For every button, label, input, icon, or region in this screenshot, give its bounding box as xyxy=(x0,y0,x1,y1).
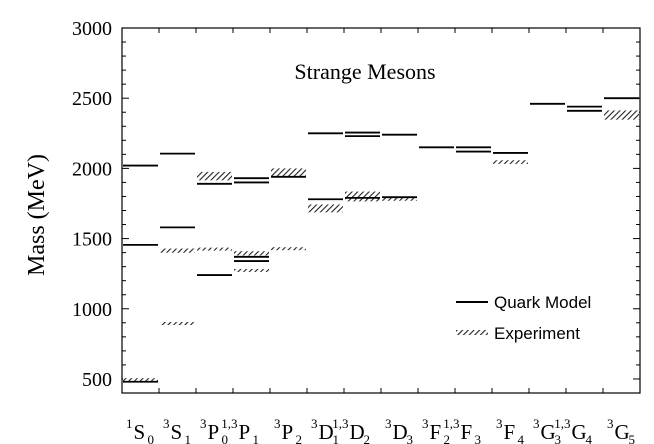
x-tick-label-multiplicity: 3 xyxy=(496,416,503,431)
x-tick-label-wave: F xyxy=(461,420,473,444)
y-tick-label: 2500 xyxy=(72,88,112,110)
chart-title: Strange Mesons xyxy=(294,59,435,84)
y-axis: 500 1000 1500 2000 2500 3000 xyxy=(72,18,640,391)
experiment-band-1S0 xyxy=(123,378,158,382)
x-tick-label-j: 3 xyxy=(475,432,482,444)
x-tick-label-wave: P xyxy=(208,420,220,444)
experiment-band-3P0 xyxy=(197,247,232,251)
x-tick-label-j: 4 xyxy=(586,432,593,444)
x-tick-label-j: 4 xyxy=(518,432,525,444)
x-tick-label-j: 2 xyxy=(296,432,303,444)
experiment-band-3P2 xyxy=(271,168,306,177)
x-tick-label-multiplicity: 3 xyxy=(607,416,614,431)
experiment-band-3S1 xyxy=(160,322,195,326)
x-tick-label-13P1: 1,3 P 1 xyxy=(221,416,259,444)
x-axis: 1 S 03 S 13 P 01,3 P 13 P 23 D11,3 D23 D33 F 21,3 F 33 F 43… xyxy=(121,28,635,444)
x-tick-label-multiplicity: 1,3 xyxy=(443,416,459,431)
x-tick-label-multiplicity: 3 xyxy=(533,416,540,431)
experiment-band-3P0 xyxy=(197,171,232,181)
x-tick-label-wave: D xyxy=(350,420,365,444)
x-tick-label-wave: F xyxy=(430,420,442,444)
x-tick-label-j: 3 xyxy=(407,432,414,444)
x-tick-label-wave: G xyxy=(615,420,630,444)
x-tick-label-13F3: 1,3 F 3 xyxy=(443,416,481,444)
legend-label-quark-model: Quark Model xyxy=(494,293,591,312)
experiment-band-3P2 xyxy=(271,247,306,251)
x-tick-label-3D3: 3 D3 xyxy=(385,416,413,444)
x-tick-label-j: 0 xyxy=(222,432,229,444)
x-tick-label-j: 2 xyxy=(364,432,371,444)
x-tick-label-3G5: 3 G5 xyxy=(607,416,635,444)
x-tick-label-j: 0 xyxy=(148,432,155,444)
x-tick-label-multiplicity: 3 xyxy=(200,416,207,431)
x-tick-label-j: 1 xyxy=(333,432,340,444)
x-tick-label-wave: D xyxy=(319,420,334,444)
experiment-band-3D1 xyxy=(308,204,343,213)
x-tick-label-j: 3 xyxy=(555,432,562,444)
x-tick-label-j: 2 xyxy=(444,432,451,444)
x-tick-label-wave: F xyxy=(504,420,516,444)
y-tick-label: 3000 xyxy=(72,18,112,40)
x-tick-label-3G3: 3 G3 xyxy=(533,416,561,444)
x-tick-label-3D1: 3 D1 xyxy=(311,416,339,444)
x-tick-label-j: 1 xyxy=(253,432,260,444)
x-tick-label-multiplicity: 1 xyxy=(126,416,133,431)
x-tick-label-wave: P xyxy=(239,420,251,444)
experiment-band-3F4 xyxy=(493,160,528,164)
x-tick-label-wave: S xyxy=(134,420,146,444)
x-tick-label-multiplicity: 3 xyxy=(311,416,318,431)
x-tick-label-wave: D xyxy=(393,420,408,444)
x-tick-label-wave: G xyxy=(541,420,556,444)
experiment-band-13D2 xyxy=(345,191,380,202)
x-tick-label-multiplicity: 1,3 xyxy=(221,416,237,431)
x-tick-label-multiplicity: 3 xyxy=(385,416,392,431)
x-tick-label-wave: S xyxy=(171,420,183,444)
x-tick-label-multiplicity: 3 xyxy=(274,416,281,431)
x-tick-label-multiplicity: 1,3 xyxy=(332,416,348,431)
x-tick-label-j: 5 xyxy=(629,432,636,444)
experiment-band-3D3 xyxy=(382,197,417,201)
y-tick-label: 1000 xyxy=(72,299,112,321)
x-tick-label-wave: P xyxy=(282,420,294,444)
level-marks xyxy=(123,97,639,383)
x-tick-label-multiplicity: 1,3 xyxy=(554,416,570,431)
y-tick-label: 2000 xyxy=(72,158,112,180)
experiment-band-13P1 xyxy=(234,268,269,272)
x-tick-label-j: 1 xyxy=(185,432,192,444)
experiment-band-3G5 xyxy=(604,110,639,120)
x-tick-label-13D2: 1,3 D2 xyxy=(332,416,370,444)
legend-label-experiment: Experiment xyxy=(494,324,580,343)
x-tick-label-13G4: 1,3 G4 xyxy=(554,416,592,444)
y-axis-title: Mass (MeV) xyxy=(24,154,50,276)
legend: Quark Model Experiment xyxy=(456,293,591,343)
x-tick-label-multiplicity: 3 xyxy=(163,416,170,431)
experiment-band-13P1 xyxy=(234,251,269,256)
x-tick-label-multiplicity: 3 xyxy=(422,416,429,431)
legend-hatched-swatch xyxy=(456,330,488,335)
x-tick-label-wave: G xyxy=(572,420,587,444)
experiment-band-3S1 xyxy=(160,248,195,253)
y-tick-label: 1500 xyxy=(72,229,112,251)
y-tick-label: 500 xyxy=(82,369,112,391)
